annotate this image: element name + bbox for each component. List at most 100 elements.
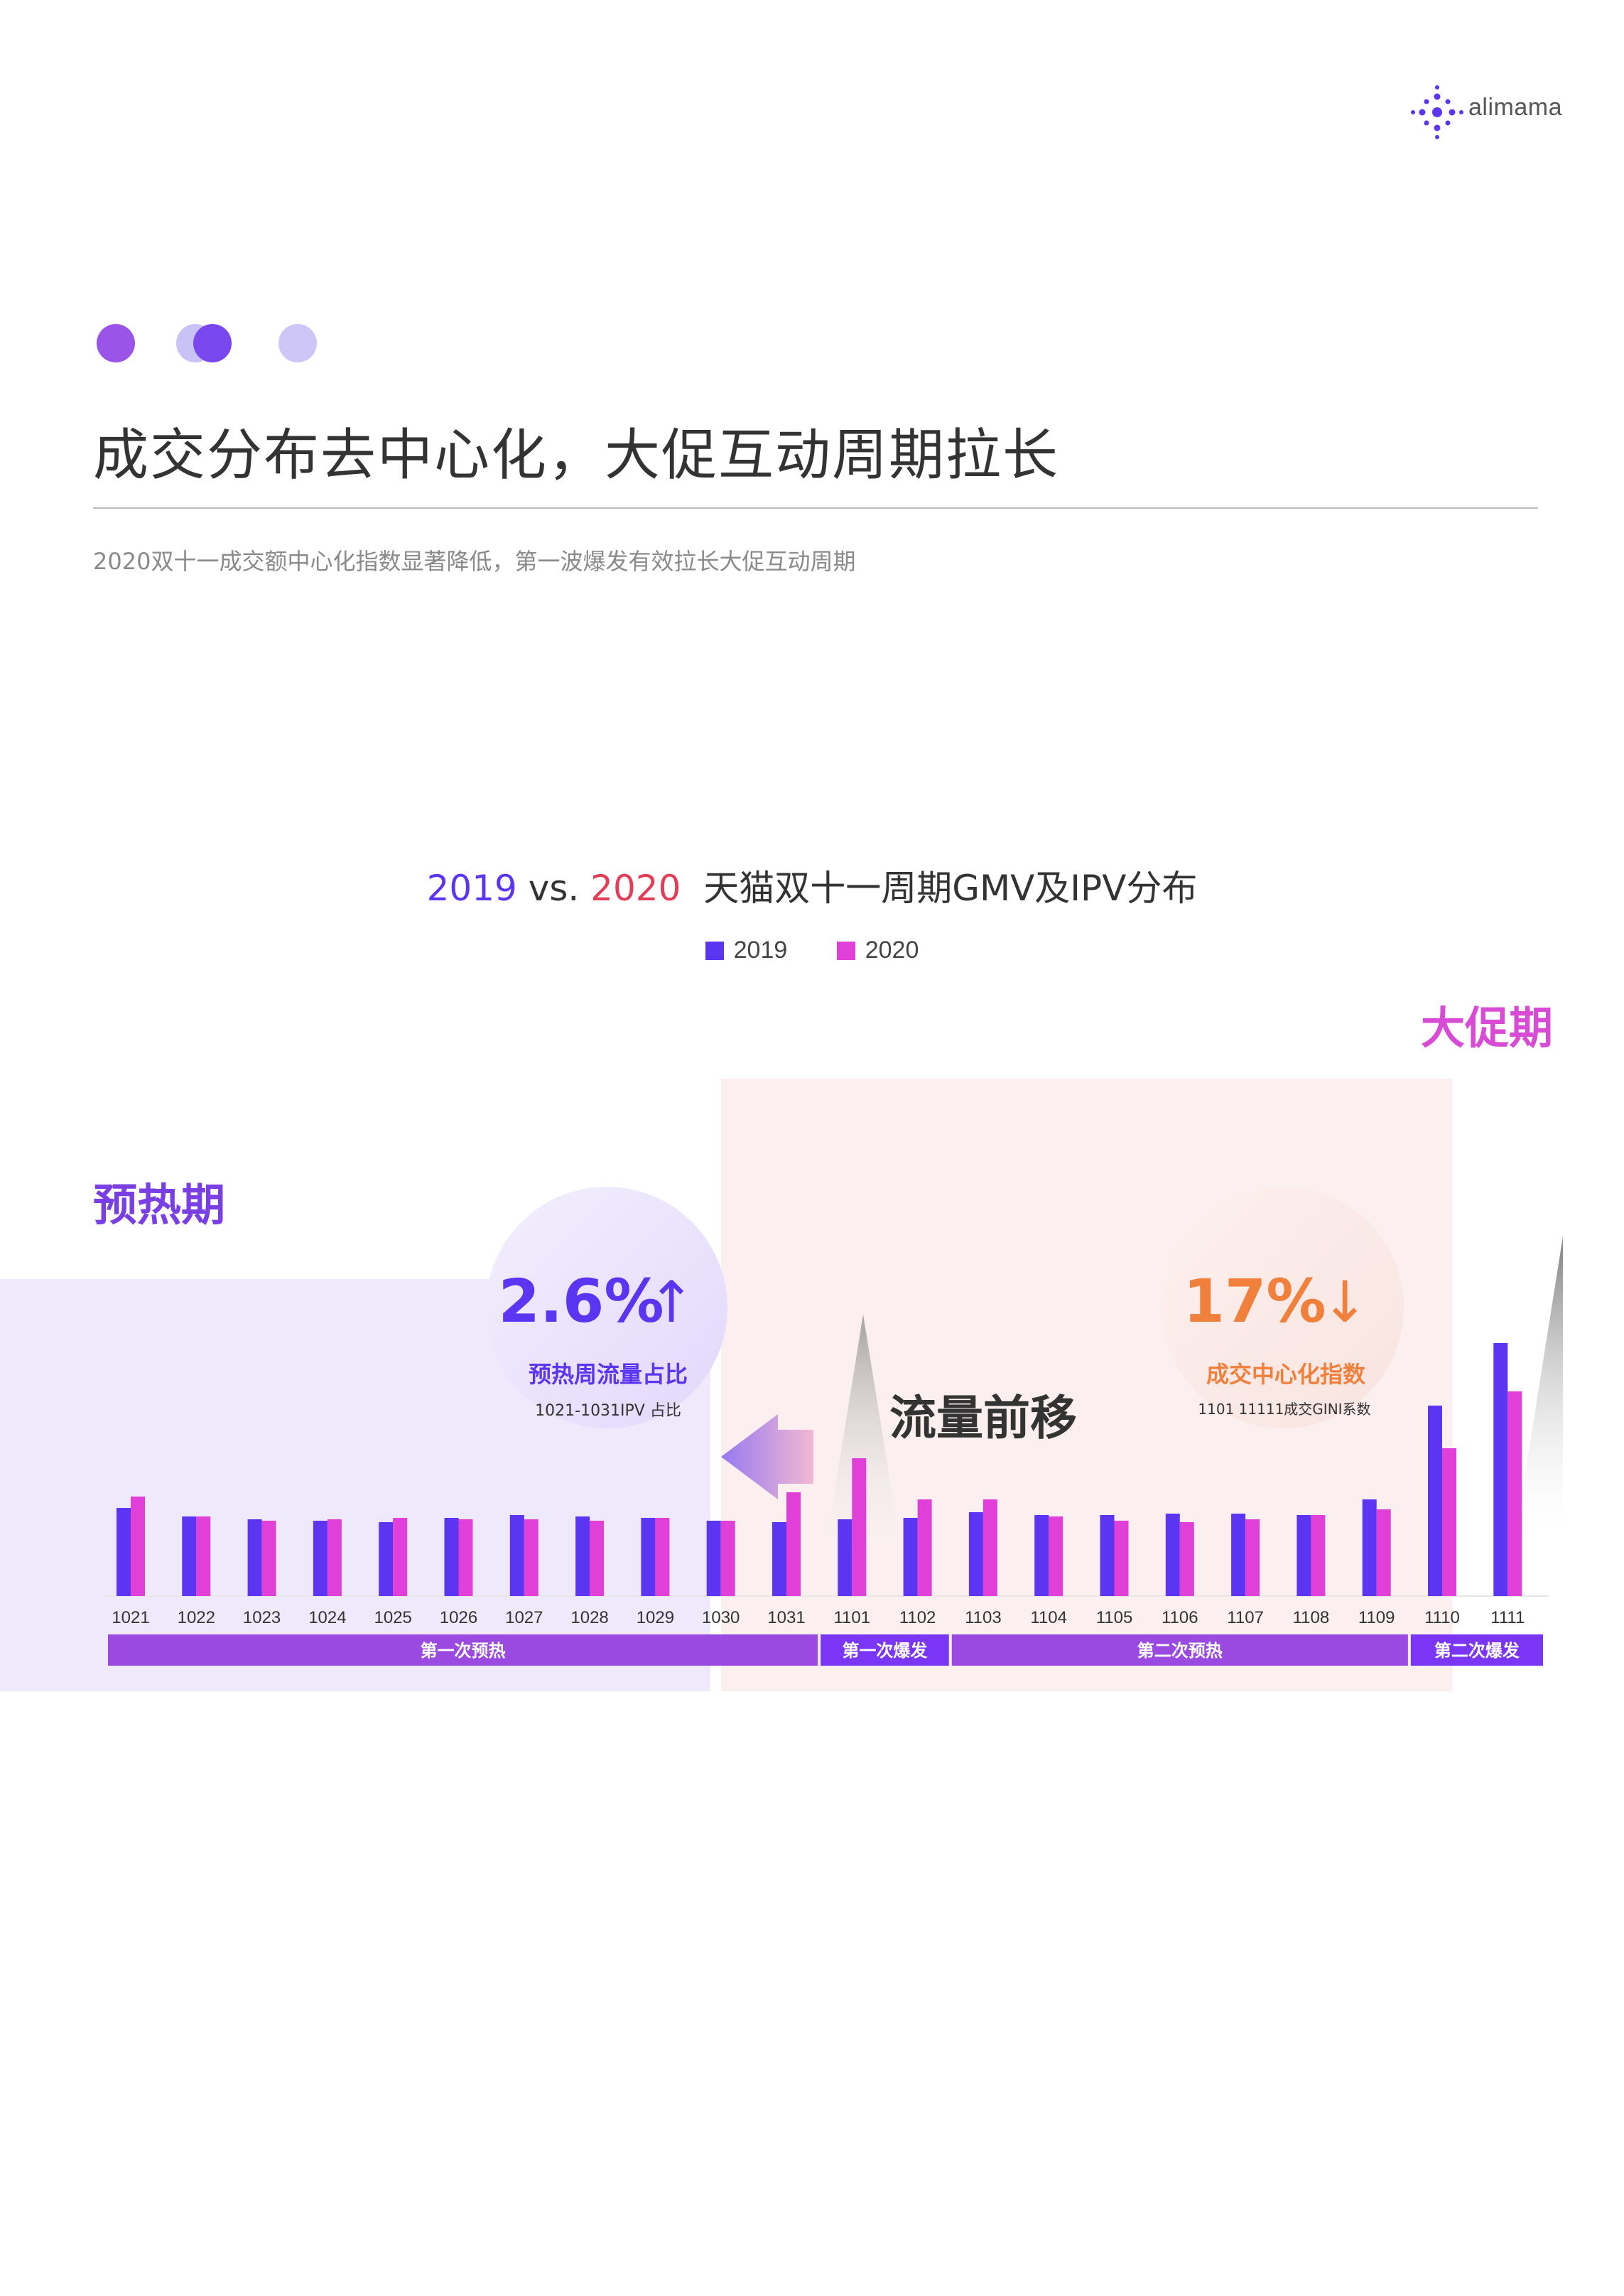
x-tick-label: 1110	[1424, 1608, 1460, 1627]
traffic-shift-label: 流量前移	[889, 1391, 1077, 1445]
bar-2019-1027	[509, 1515, 524, 1596]
bars-group	[117, 1343, 1522, 1596]
x-tick-labels: 1021 1022 1023 1024 1025 1026 1027 1028 1029 1030…	[112, 1608, 1525, 1627]
preheat-stat-label: 预热周流量占比	[529, 1361, 688, 1388]
phase-band-label: 第二次预热	[1137, 1641, 1223, 1661]
phase-band-3	[951, 1634, 1408, 1666]
chart-title-year-b: 2020	[590, 868, 681, 909]
phase-bands: 第一次预热 第一次爆发 第二次预热 第二次爆发	[108, 1634, 1543, 1666]
phase-band-label: 第一次爆发	[842, 1641, 927, 1661]
bar-2019-1029	[641, 1518, 656, 1596]
bar-2020-1026	[458, 1519, 473, 1596]
x-tick-label: 1023	[243, 1608, 281, 1627]
alimama-logo: alimama	[1410, 84, 1574, 141]
chart-legend: 2019 2020	[0, 937, 1624, 964]
x-tick-label: 1111	[1490, 1608, 1525, 1627]
x-tick-label: 1109	[1358, 1608, 1395, 1627]
preheat-stat-arrow-icon: ↑	[647, 1269, 695, 1335]
legend-item-2019: 2019	[705, 937, 788, 964]
preheat-zone-label: 预热期	[93, 1179, 225, 1231]
x-tick-label: 1028	[570, 1608, 608, 1627]
bar-2020-1021	[131, 1497, 145, 1596]
bar-2020-1030	[720, 1521, 735, 1596]
legend-swatch-2020	[836, 942, 855, 960]
x-tick-label: 1104	[1030, 1608, 1067, 1627]
chart-title: 2019 vs. 2020 天猫双十一周期GMV及IPV分布	[0, 860, 1624, 911]
bar-2020-1109	[1376, 1509, 1391, 1596]
page-subtitle: 2020双十一成交额中心化指数显著降低，第一波爆发有效拉长大促互动周期	[93, 548, 856, 575]
x-tick-label: 1101	[833, 1608, 870, 1627]
x-tick-label: 1106	[1162, 1608, 1198, 1627]
x-tick-label: 1031	[767, 1608, 805, 1627]
bar-2020-1028	[590, 1521, 605, 1596]
traffic-shift-arrow-icon	[721, 1414, 813, 1499]
preheat-stat-value: 2.6%	[499, 1266, 664, 1336]
phase-band-1	[108, 1634, 818, 1666]
bar-2020-1108	[1311, 1515, 1326, 1596]
bar-2019-1111	[1493, 1343, 1508, 1596]
chart-title-rest: 天猫双十一周期GMV及IPV分布	[681, 868, 1198, 909]
promo-zone-label: 大促期	[1421, 1002, 1553, 1054]
bar-2019-1025	[379, 1522, 394, 1596]
bar-2019-1024	[313, 1521, 327, 1596]
bar-2020-1022	[196, 1516, 211, 1596]
bar-2019-1028	[575, 1516, 590, 1596]
bar-2020-1105	[1114, 1521, 1129, 1596]
bar-2020-1101	[852, 1458, 867, 1596]
x-tick-label: 1107	[1227, 1608, 1264, 1627]
bar-2020-1031	[786, 1492, 801, 1596]
bar-2020-1107	[1245, 1519, 1260, 1596]
decor-dot-3	[278, 324, 317, 362]
x-tick-label: 1024	[308, 1608, 346, 1627]
bar-2020-1029	[655, 1518, 670, 1596]
preheat-stat-circle	[486, 1187, 727, 1428]
bar-2019-1102	[903, 1518, 918, 1596]
decor-dot-1	[97, 324, 135, 362]
chart-canvas: 预热期 大促期 2.6% ↑ 预热周流量占比 1021-1031IPV 占比 1…	[0, 1002, 1563, 1691]
bar-2019-1022	[182, 1516, 197, 1596]
logo-text: alimama	[1468, 94, 1562, 121]
gini-stat-arrow-icon: ↓	[1321, 1269, 1368, 1335]
gini-stat-label: 成交中心化指数	[1206, 1361, 1366, 1388]
x-tick-label: 1025	[374, 1608, 412, 1627]
legend-label-2019: 2019	[733, 937, 788, 964]
legend-swatch-2019	[705, 942, 724, 960]
spike-shape-left	[824, 1315, 902, 1556]
gini-stat-value: 17%	[1183, 1266, 1326, 1336]
bar-2019-1101	[838, 1519, 852, 1596]
phase-band-4	[1410, 1634, 1543, 1666]
bar-2019-1031	[772, 1522, 786, 1596]
bar-2019-1030	[706, 1521, 721, 1596]
bar-2020-1023	[261, 1521, 276, 1596]
bar-2019-1106	[1165, 1514, 1180, 1596]
spike-shape-right	[1513, 1236, 1563, 1549]
bar-2019-1104	[1034, 1515, 1049, 1596]
gini-stat-circle	[1162, 1187, 1404, 1428]
page-title: 成交分布去中心化，大促互动周期拉长	[93, 424, 1060, 487]
x-tick-label: 1027	[505, 1608, 543, 1627]
x-tick-label: 1103	[965, 1608, 1002, 1627]
bar-2019-1103	[968, 1512, 983, 1596]
bar-2019-1108	[1297, 1515, 1311, 1596]
x-tick-label: 1026	[440, 1608, 477, 1627]
bar-2020-1111	[1507, 1391, 1522, 1596]
legend-label-2020: 2020	[865, 937, 919, 964]
chart-title-vs: vs.	[516, 868, 591, 909]
bar-2019-1021	[117, 1508, 131, 1596]
x-tick-label: 1029	[637, 1608, 674, 1627]
bar-2020-1104	[1049, 1516, 1063, 1596]
preheat-stat-note: 1021-1031IPV 占比	[535, 1402, 681, 1420]
x-tick-label: 1022	[178, 1608, 215, 1627]
x-tick-label: 1105	[1096, 1608, 1133, 1627]
bar-2020-1103	[982, 1499, 997, 1596]
bar-2020-1110	[1442, 1448, 1456, 1596]
phase-band-label: 第二次爆发	[1434, 1641, 1520, 1661]
bar-2020-1025	[393, 1518, 408, 1596]
gini-stat-note: 1101 11111成交GINI系数	[1198, 1401, 1370, 1418]
bar-2019-1110	[1428, 1406, 1442, 1596]
legend-item-2020: 2020	[836, 937, 919, 964]
bar-2019-1026	[444, 1518, 459, 1596]
bar-2019-1107	[1231, 1514, 1246, 1596]
x-tick-label: 1108	[1293, 1608, 1330, 1627]
bar-2020-1027	[524, 1519, 538, 1596]
